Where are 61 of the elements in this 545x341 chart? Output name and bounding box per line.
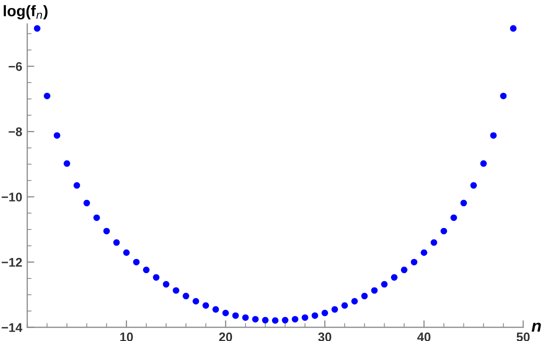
point — [252, 316, 259, 322]
point — [262, 316, 269, 324]
point — [400, 266, 408, 274]
x-tick-label: 10 — [120, 332, 133, 341]
point — [331, 306, 338, 313]
point — [460, 200, 467, 206]
point — [242, 314, 249, 321]
point — [34, 25, 40, 32]
point — [312, 312, 318, 319]
point — [351, 298, 358, 305]
point — [361, 292, 368, 300]
point — [490, 132, 497, 139]
y-tick-label: −8 — [8, 127, 22, 136]
point — [162, 281, 170, 288]
point — [212, 306, 219, 313]
point — [123, 249, 130, 256]
point — [390, 274, 398, 281]
point — [440, 228, 448, 234]
point — [410, 258, 418, 266]
point — [143, 266, 150, 274]
point — [500, 92, 507, 100]
point — [182, 292, 190, 300]
point — [420, 249, 428, 256]
x-tick-label: 20 — [219, 332, 232, 341]
point — [430, 239, 438, 246]
point — [113, 239, 120, 246]
point — [480, 160, 487, 167]
y-tick-label: −14 — [2, 323, 22, 332]
point — [133, 258, 140, 266]
y-tick-label: −10 — [2, 192, 22, 202]
x-tick-label: 40 — [417, 332, 430, 341]
point — [222, 310, 229, 316]
point — [450, 214, 458, 221]
y-tick-label: −12 — [2, 258, 22, 267]
point — [172, 287, 180, 294]
y-axis-title: log(f$_{n}$) — [4, 5, 48, 20]
point — [272, 317, 278, 324]
point — [322, 310, 328, 316]
point — [74, 182, 80, 189]
point — [371, 287, 378, 294]
point — [302, 314, 308, 321]
y-tick-label: −6 — [8, 62, 22, 71]
point — [93, 214, 100, 221]
point — [232, 312, 239, 319]
point — [341, 302, 348, 309]
point — [44, 92, 50, 100]
x-axis-title: n — [532, 322, 541, 332]
point — [292, 316, 298, 322]
point — [84, 200, 90, 206]
point — [103, 228, 110, 234]
x-tick-label: 30 — [318, 332, 332, 341]
point — [54, 132, 60, 139]
x-tick-label: 50 — [516, 332, 530, 341]
point — [64, 160, 70, 167]
point — [470, 182, 477, 189]
point — [381, 281, 388, 288]
point — [282, 316, 288, 324]
point — [510, 25, 517, 32]
point — [202, 302, 210, 309]
point — [152, 274, 160, 281]
point — [192, 298, 200, 305]
